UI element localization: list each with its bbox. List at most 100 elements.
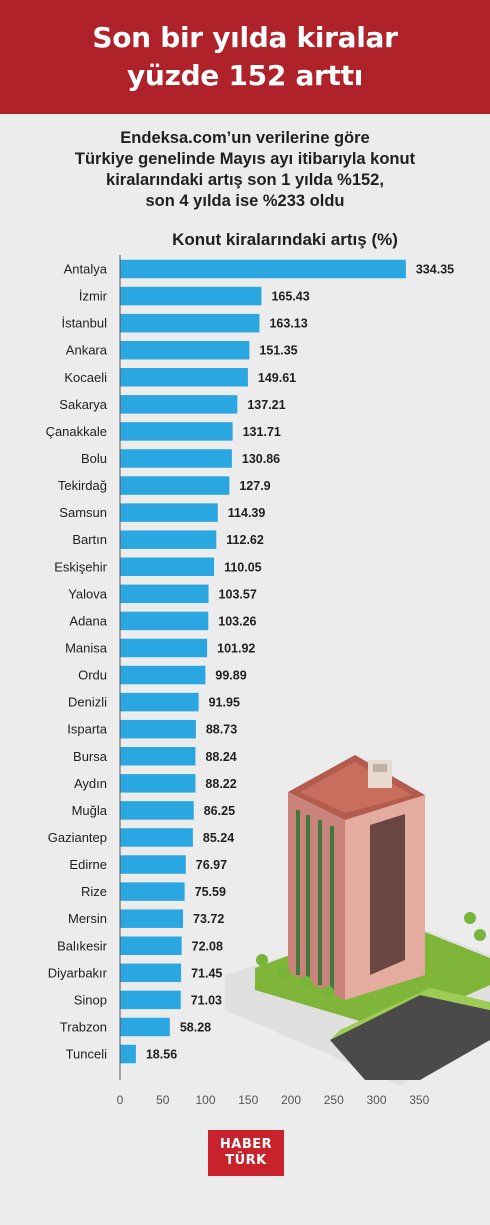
category-label: Antalya [64,262,108,277]
x-tick-label: 50 [156,1093,170,1107]
category-label: Sakarya [59,397,107,412]
value-label: 88.73 [206,723,237,737]
category-label: Isparta [67,722,108,737]
bar [120,449,232,468]
category-label: Gaziantep [48,830,107,845]
x-tick-label: 350 [409,1093,429,1107]
category-label: Sinop [74,992,107,1007]
value-label: 91.95 [209,696,240,710]
x-tick-label: 200 [281,1093,301,1107]
category-label: Bolu [81,451,107,466]
category-label: Çanakkale [46,424,107,439]
bar [120,963,182,983]
value-label: 88.22 [205,777,236,791]
category-label: Eskişehir [54,559,107,574]
category-label: Yalova [68,586,108,601]
bar [120,259,406,279]
bar [120,395,238,414]
bar [120,557,215,577]
value-label: 130.86 [242,452,280,466]
bar [120,855,186,874]
logo-line1: HABER [219,1137,273,1152]
bar-chart: Antalya 334.35 İzmir 165.43 İstanbul 163.13 An… [46,255,490,1107]
bar [120,692,199,712]
logo-line2: TÜRK [225,1153,267,1168]
bar [120,422,233,441]
category-label: İzmir [79,289,108,304]
category-label: Ankara [66,343,108,358]
value-label: 165.43 [271,290,309,304]
value-label: 110.05 [224,560,262,574]
category-label: Samsun [59,505,107,520]
x-tick-label: 150 [238,1093,258,1107]
category-label: Aydın [74,776,107,791]
category-label: Mersin [68,911,107,926]
bar [120,530,217,549]
category-label: Bursa [73,749,108,764]
value-label: 99.89 [215,669,246,683]
value-label: 58.28 [180,1020,211,1034]
category-label: Denizli [68,695,107,710]
category-label: Trabzon [60,1019,107,1034]
value-label: 151.35 [259,344,297,358]
bar [120,611,209,631]
bar [120,990,181,1010]
x-tick-label: 0 [117,1093,124,1107]
category-label: Balıkesir [57,938,108,953]
value-label: 103.26 [218,614,256,628]
page-title-line2: yüzde 152 arttı [126,59,364,92]
category-label: Bartın [72,532,107,547]
value-label: 149.61 [258,371,296,385]
category-label: Kocaeli [64,370,107,385]
bar [120,801,194,820]
value-label: 163.13 [269,317,307,331]
subtitle-line2: Türkiye genelinde Mayıs ayı itibarıyla k… [74,150,416,168]
x-tick-label: 100 [195,1093,215,1107]
bar [120,340,250,360]
value-label: 72.08 [192,939,223,953]
page-title-line1: Son bir yılda kiralar [92,21,398,54]
category-label: Manisa [65,640,108,655]
value-label: 131.71 [243,425,281,439]
bar [120,476,230,495]
subtitle-line3: kiralarındaki artış son 1 yılda %152, [106,171,384,189]
building-illustration [225,755,490,1085]
bar [120,503,218,522]
value-label: 103.57 [219,587,257,601]
chart-title: Konut kiralarındaki artış (%) [172,230,398,249]
value-label: 71.03 [191,993,222,1007]
bar [120,368,248,387]
value-label: 88.24 [205,750,236,764]
category-label: Tunceli [66,1047,108,1062]
bar [120,313,260,333]
value-label: 75.59 [195,885,226,899]
bar [120,638,208,658]
bar [120,1017,170,1037]
subtitle-line4: son 4 yılda ise %233 oldu [145,192,345,210]
bar [120,747,196,766]
value-label: 86.25 [204,804,235,818]
bar [120,286,262,306]
value-label: 85.24 [203,831,234,845]
bar [120,936,182,955]
bar [120,909,184,928]
value-label: 137.21 [247,398,285,412]
category-label: Adana [69,613,107,628]
bar [120,584,209,604]
category-label: Edirne [69,857,107,872]
category-label: Muğla [72,803,108,818]
value-label: 76.97 [196,858,227,872]
haberturk-logo: HABER TÜRK [208,1130,284,1176]
subtitle-line1: Endeksa.com’un verilerine göre [120,129,370,147]
category-label: Tekirdağ [58,478,107,493]
bar [120,719,196,739]
subtitle: Endeksa.com’un verilerine göre Türkiye g… [0,128,490,212]
value-label: 127.9 [239,479,270,493]
bar [120,774,196,793]
bar [120,1044,136,1064]
value-label: 114.39 [228,506,266,520]
value-label: 18.56 [146,1048,177,1062]
x-tick-label: 300 [366,1093,386,1107]
value-label: 71.45 [191,966,222,980]
bar [120,665,206,685]
